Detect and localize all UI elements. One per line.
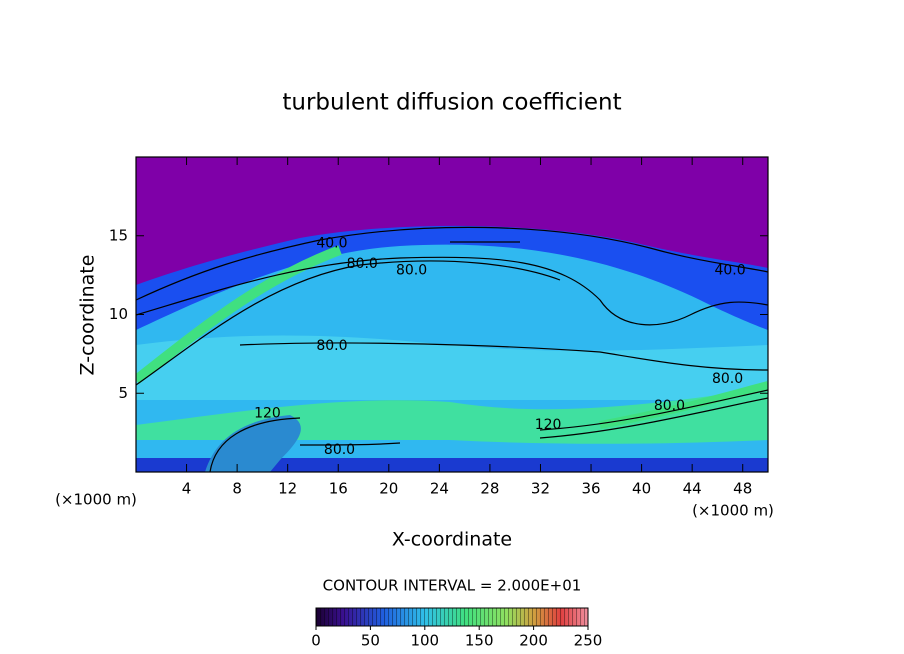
x-tick-label: 20: [379, 480, 398, 498]
colorbar-tick-label: 100: [410, 632, 439, 650]
x-tick-label: 36: [581, 480, 600, 498]
contour-label: 80.0: [654, 398, 685, 414]
colorbar-tick-label: 250: [574, 632, 603, 650]
y-axis-label: Z-coordinate: [77, 255, 99, 376]
x-unit: (×1000 m): [692, 502, 774, 520]
x-axis-label: X-coordinate: [392, 529, 512, 551]
x-tick-label: 40: [632, 480, 651, 498]
colorbar-tick-label: 150: [465, 632, 494, 650]
contour-label: 120: [254, 406, 281, 422]
field-band: [205, 415, 301, 472]
x-tick-label: 44: [683, 480, 702, 498]
contour-label: 80.0: [316, 338, 347, 354]
contour-label: 40.0: [316, 236, 347, 252]
field-band: [136, 458, 768, 472]
x-tick-label: 16: [329, 480, 348, 498]
field-band: [136, 245, 342, 384]
colorbar-tick-label: 200: [519, 632, 548, 650]
contour-label: 120: [535, 417, 562, 433]
x-tick-label: 48: [733, 480, 752, 498]
x-tick-label: 4: [182, 480, 192, 498]
contour-lines: [136, 226, 768, 472]
contour-interval: CONTOUR INTERVAL = 2.000E+01: [323, 577, 582, 595]
x-tick-label: 8: [232, 480, 242, 498]
colorbar-frame: [315, 607, 589, 627]
field: [136, 157, 768, 472]
contour-label: 80.0: [396, 262, 427, 278]
x-tick-label: 28: [480, 480, 499, 498]
y-tick-label: 5: [118, 384, 128, 402]
contour-label: 80.0: [347, 256, 378, 272]
contour-label: 80.0: [712, 371, 743, 387]
y-tick-label: 15: [109, 226, 128, 244]
contour-label: 80.0: [324, 442, 355, 458]
x-tick-label: 32: [531, 480, 550, 498]
x-tick-label: 12: [278, 480, 297, 498]
y-tick-label: 10: [109, 305, 128, 323]
chart-title: turbulent diffusion coefficient: [282, 90, 621, 116]
colorbar-tick-label: 50: [361, 632, 380, 650]
y-unit: (×1000 m): [55, 491, 137, 509]
colorbar-tick-label: 0: [311, 632, 321, 650]
contour-label: 40.0: [714, 262, 745, 278]
x-tick-label: 24: [430, 480, 449, 498]
field-band: [136, 335, 768, 400]
